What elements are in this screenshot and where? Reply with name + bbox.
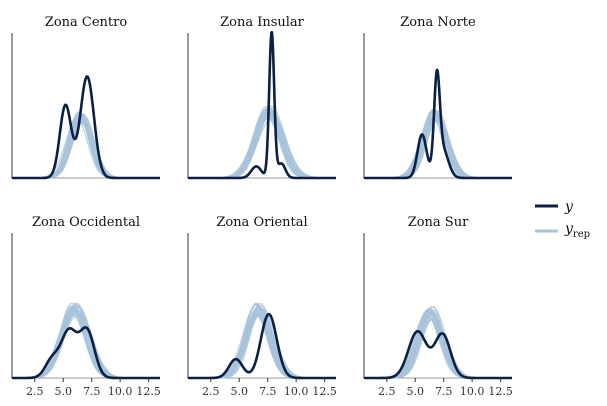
y-line [362, 329, 514, 380]
yrep-line [188, 315, 336, 379]
y-line [186, 312, 338, 380]
panel-title: Zona Centro [45, 15, 128, 30]
yrep-series [12, 302, 160, 379]
yrep-line [188, 313, 336, 379]
x-tick-label: 10.0 [284, 385, 309, 398]
x-tick-label: 12.5 [312, 385, 337, 398]
panel-3: Zona Norte [362, 15, 514, 180]
yrep-line [188, 116, 336, 179]
yrep-line [188, 110, 336, 179]
panel-1: Zona Centro [10, 15, 162, 180]
yrep-line [364, 318, 512, 379]
x-tick-label: 2.5 [378, 385, 396, 398]
yrep-line [188, 315, 336, 379]
y-line [186, 30, 338, 180]
x-tick-label: 10.0 [108, 385, 133, 398]
panel-title: Zona Sur [408, 215, 469, 230]
x-tick-label: 7.5 [435, 385, 453, 398]
panel-2: Zona Insular [186, 15, 338, 180]
yrep-line [364, 118, 512, 179]
yrep-line [188, 315, 336, 379]
x-tick-label: 5.0 [230, 385, 248, 398]
legend-entry-yrep: yrep [535, 221, 590, 240]
x-tick-label: 10.0 [460, 385, 485, 398]
legend-entry-y: y [535, 199, 574, 215]
yrep-line [12, 116, 160, 179]
yrep-line [188, 314, 336, 379]
panel-title: Zona Insular [220, 15, 305, 30]
panel-5: Zona Oriental 2.5 5.0 7.5 10.0 12.5 [186, 215, 338, 398]
panel-title: Zona Occidental [32, 215, 140, 230]
panel-title: Zona Oriental [216, 215, 307, 230]
y-line [362, 68, 514, 180]
x-tick-label: 7.5 [83, 385, 101, 398]
panel-title: Zona Norte [400, 15, 476, 30]
panel-6: Zona Sur 2.5 5.0 7.5 10.0 12.5 [362, 215, 514, 398]
yrep-line [364, 310, 512, 379]
legend-label-y: y [564, 199, 574, 215]
yrep-series [364, 306, 512, 379]
yrep-line [364, 120, 512, 179]
y-line [10, 326, 162, 380]
facet-panels: Zona Centro Zona Insular Zona Norte Zona Oc… [10, 15, 514, 398]
legend: y yrep [535, 199, 590, 240]
yrep-line [12, 302, 160, 379]
x-tick-label: 2.5 [26, 385, 44, 398]
yrep-line [364, 118, 512, 179]
x-tick-label: 12.5 [488, 385, 513, 398]
yrep-line [364, 119, 512, 179]
x-tick-label: 12.5 [136, 385, 161, 398]
x-tick-label: 7.5 [259, 385, 277, 398]
panel-4: Zona Occidental 2.5 5.0 7.5 10.0 12.5 [10, 215, 162, 398]
x-tick-label: 5.0 [406, 385, 424, 398]
yrep-series [364, 109, 512, 179]
yrep-series [188, 302, 336, 379]
x-tick-label: 5.0 [54, 385, 72, 398]
yrep-line [364, 119, 512, 179]
legend-label-yrep: yrep [564, 221, 590, 240]
x-tick-label: 2.5 [202, 385, 220, 398]
y-line [10, 75, 162, 180]
yrep-line [188, 113, 336, 179]
yrep-series [12, 111, 160, 179]
yrep-series [188, 105, 336, 179]
